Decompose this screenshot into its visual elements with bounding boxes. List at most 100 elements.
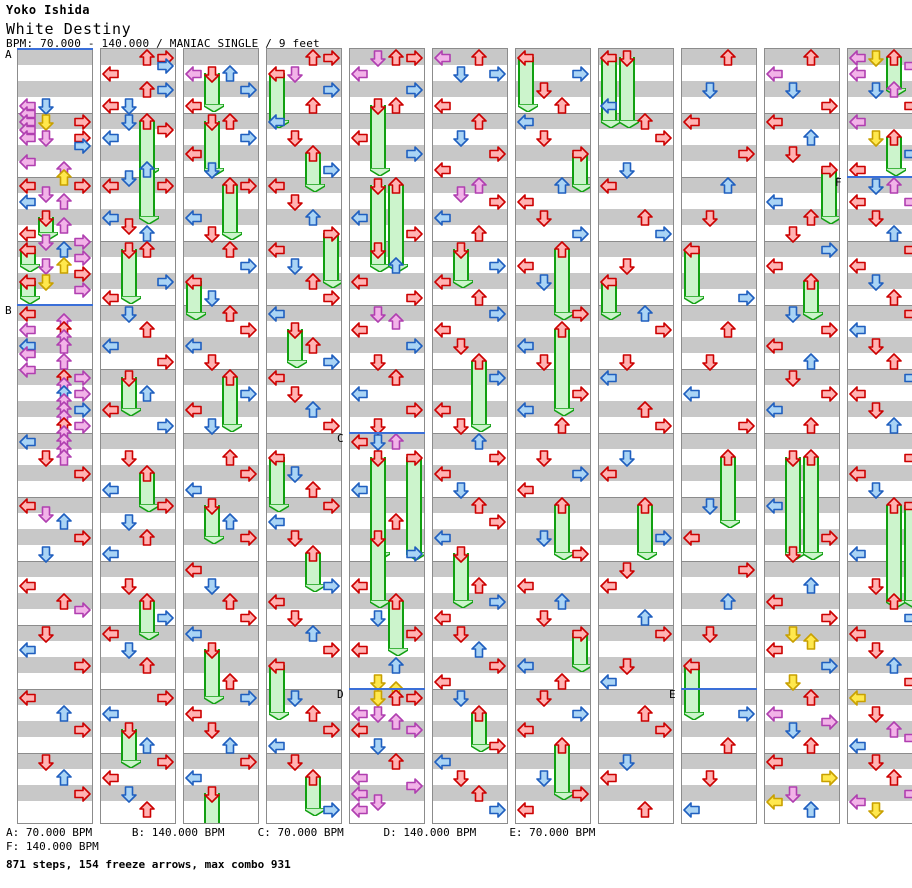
freeze-arrow-head bbox=[268, 657, 286, 675]
freeze-arrow-body bbox=[287, 329, 307, 368]
beat-band bbox=[516, 337, 590, 353]
measure-line bbox=[101, 753, 175, 754]
freeze-arrow-tail bbox=[821, 216, 839, 224]
measure-line bbox=[18, 689, 92, 690]
beat-band bbox=[267, 81, 341, 97]
note-arrow bbox=[322, 161, 340, 179]
freeze-arrow-head bbox=[387, 177, 405, 195]
freeze-arrow-tail bbox=[370, 600, 390, 608]
beat-band bbox=[433, 305, 507, 321]
beat-band bbox=[599, 753, 673, 769]
note-arrow bbox=[535, 273, 553, 291]
measure-line bbox=[18, 433, 92, 434]
note-arrow bbox=[19, 689, 37, 707]
note-arrow bbox=[203, 577, 221, 595]
note-arrow bbox=[120, 577, 138, 595]
measure-line bbox=[101, 113, 175, 114]
note-arrow bbox=[571, 305, 589, 323]
note-arrow bbox=[304, 209, 322, 227]
note-arrow bbox=[322, 721, 340, 739]
beat-band bbox=[433, 49, 507, 65]
measure-line bbox=[765, 561, 839, 562]
note-arrow bbox=[784, 721, 802, 739]
note-arrow bbox=[903, 193, 912, 211]
note-arrow bbox=[268, 113, 286, 131]
note-arrow bbox=[719, 321, 737, 339]
measure-line bbox=[18, 497, 92, 498]
beat-band bbox=[599, 785, 673, 801]
beat-band bbox=[184, 369, 258, 385]
note-arrow bbox=[636, 209, 654, 227]
beat-band bbox=[350, 273, 424, 289]
freeze-arrow-body bbox=[204, 649, 224, 704]
measure-line bbox=[18, 369, 92, 370]
chart-column bbox=[764, 48, 840, 824]
note-arrow bbox=[820, 529, 838, 547]
note-arrow bbox=[156, 609, 174, 627]
freeze-arrow-body bbox=[269, 665, 289, 720]
freeze-arrow-body bbox=[554, 745, 574, 800]
measure-line bbox=[516, 689, 590, 690]
note-arrow bbox=[434, 673, 452, 691]
beat-band bbox=[18, 81, 92, 97]
note-arrow bbox=[719, 737, 737, 755]
beat-band bbox=[433, 657, 507, 673]
note-arrow bbox=[600, 177, 618, 195]
note-arrow bbox=[73, 249, 91, 267]
beat-band bbox=[516, 753, 590, 769]
beat-band bbox=[350, 49, 424, 65]
bpm-segments-line-2: F: 140.000 BPM bbox=[6, 840, 99, 853]
measure-line bbox=[184, 625, 258, 626]
note-arrow bbox=[867, 209, 885, 227]
note-arrow bbox=[405, 81, 423, 99]
note-arrow bbox=[369, 609, 387, 627]
artist-name: Yoko Ishida bbox=[6, 3, 90, 17]
note-arrow bbox=[701, 769, 719, 787]
note-arrow bbox=[618, 353, 636, 371]
note-arrow bbox=[102, 481, 120, 499]
beat-band bbox=[184, 401, 258, 417]
measure-line bbox=[267, 561, 341, 562]
beat-band bbox=[184, 273, 258, 289]
beat-band bbox=[765, 785, 839, 801]
note-arrow bbox=[156, 81, 174, 99]
note-arrow bbox=[156, 353, 174, 371]
note-arrow bbox=[600, 465, 618, 483]
beat-band bbox=[433, 529, 507, 545]
measure-line bbox=[848, 113, 912, 114]
beat-band bbox=[101, 273, 175, 289]
note-arrow bbox=[268, 737, 286, 755]
note-arrow bbox=[102, 177, 120, 195]
note-arrow bbox=[885, 769, 903, 787]
freeze-arrow-tail bbox=[305, 808, 325, 816]
note-arrow bbox=[55, 337, 73, 355]
note-arrow bbox=[268, 241, 286, 259]
beat-band bbox=[765, 433, 839, 449]
beat-band bbox=[599, 49, 673, 65]
note-arrow bbox=[600, 577, 618, 595]
note-arrow bbox=[19, 305, 37, 323]
measure-line bbox=[350, 497, 424, 498]
note-arrow bbox=[304, 49, 322, 67]
beat-band bbox=[350, 305, 424, 321]
note-arrow bbox=[405, 337, 423, 355]
beat-band bbox=[18, 113, 92, 129]
measure-line bbox=[267, 753, 341, 754]
beat-band bbox=[682, 593, 756, 609]
note-arrow bbox=[885, 657, 903, 675]
freeze-arrow-tail bbox=[388, 648, 408, 656]
measure-line bbox=[350, 369, 424, 370]
note-arrow bbox=[55, 769, 73, 787]
note-arrow bbox=[239, 321, 257, 339]
freeze-arrow-head bbox=[885, 129, 903, 147]
note-arrow bbox=[286, 689, 304, 707]
note-arrow bbox=[387, 313, 405, 331]
beat-band bbox=[433, 465, 507, 481]
freeze-arrow-tail bbox=[601, 120, 621, 128]
freeze-arrow-tail bbox=[222, 424, 242, 432]
beat-band bbox=[101, 433, 175, 449]
measure-line bbox=[848, 241, 912, 242]
note-arrow bbox=[156, 177, 174, 195]
freeze-arrow-body bbox=[518, 57, 538, 112]
beat-band bbox=[18, 625, 92, 641]
